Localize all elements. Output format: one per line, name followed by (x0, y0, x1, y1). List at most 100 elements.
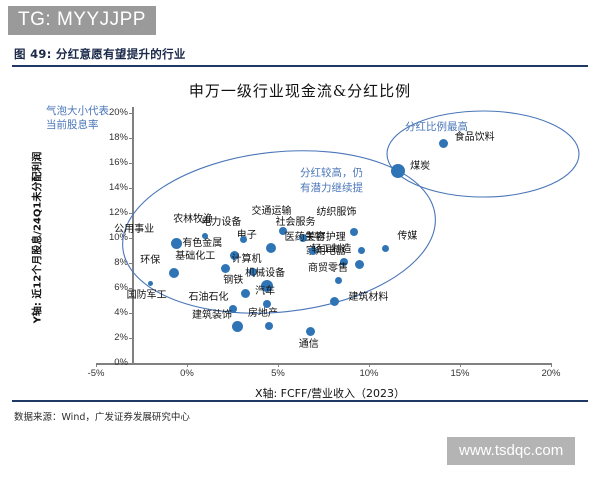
point-label: 环保 (140, 255, 161, 266)
scatter-bubble (228, 305, 237, 314)
x-axis-label: X轴: FCFF/营业收入（2023） (254, 387, 406, 400)
y-tick-mark (129, 263, 133, 264)
point-label: 农林牧渔 (173, 213, 214, 225)
point-label: 纺织服饰 (316, 206, 357, 218)
point-label: 传媒 (397, 231, 418, 242)
point-label: 煤炭 (410, 160, 431, 172)
point-label: 建筑装饰 (191, 309, 232, 321)
source-note: 数据来源：Wind，广发证券发展研究中心 (14, 412, 190, 423)
scatter-bubble (306, 327, 316, 337)
y-tick-label: 16% (108, 157, 128, 168)
scatter-bubble (350, 227, 359, 236)
scatter-bubble (264, 321, 273, 330)
y-axis-line (132, 107, 134, 364)
point-label: 电子 (236, 230, 257, 241)
bubble-size-note: 气泡大小代表 当前股息率 (46, 105, 109, 131)
scatter-bubble (329, 297, 339, 307)
x-tick-label: 20% (541, 368, 561, 379)
y-tick-label: 18% (108, 132, 128, 143)
room-to-grow-note: 分红较高，仍 有潜力继续提 (300, 167, 363, 194)
scatter-bubble (239, 235, 247, 243)
point-label: 有色金属 (182, 237, 223, 249)
point-label: 通信 (298, 338, 319, 350)
scatter-bubble (391, 163, 406, 178)
point-label: 钢铁 (223, 275, 244, 286)
x-tick-label: 10% (359, 368, 379, 379)
y-tick-label: 0% (114, 357, 128, 368)
caption-divider (12, 65, 588, 67)
point-label: 汽车 (255, 286, 276, 298)
point-label: 食品饮料 (454, 132, 495, 143)
point-label: 房地产 (247, 307, 278, 319)
x-tick-mark (369, 363, 370, 367)
x-tick-mark (187, 363, 188, 367)
x-tick-label: -5% (87, 368, 105, 379)
y-tick-mark (129, 238, 133, 239)
scatter-bubble (334, 277, 342, 284)
x-tick-label: 5% (271, 368, 285, 379)
y-tick-label: 4% (114, 307, 128, 318)
point-label: 建筑材料 (348, 291, 389, 303)
scatter-bubble (148, 280, 154, 286)
point-label: 家用电器 (305, 246, 346, 258)
scatter-bubble (263, 300, 272, 309)
x-tick-mark (551, 363, 552, 367)
point-label: 机械设备 (245, 267, 286, 279)
point-label: 美容护理 (305, 231, 346, 243)
y-tick-mark (129, 363, 133, 364)
scatter-bubble (439, 138, 449, 148)
y-tick-label: 2% (114, 332, 128, 343)
y-tick-mark (129, 188, 133, 189)
point-label: 医药生物 (284, 231, 325, 243)
figure-caption: 图 49: 分红意愿有望提升的行业 (14, 47, 186, 61)
y-tick-mark (129, 288, 133, 289)
scatter-bubble (355, 259, 365, 269)
y-tick-label: 8% (114, 257, 128, 268)
scatter-bubble (229, 251, 239, 260)
point-label: 基础化工 (175, 251, 216, 262)
y-tick-label: 10% (108, 232, 128, 243)
y-tick-mark (129, 338, 133, 339)
y-tick-mark (129, 163, 133, 164)
x-axis-line (96, 363, 551, 365)
x-tick-label: 0% (180, 368, 194, 379)
highest-payout-note: 分红比例最高 (405, 121, 468, 133)
scatter-bubble (279, 226, 288, 235)
scatter-bubble (381, 244, 389, 252)
scatter-bubble (170, 237, 182, 249)
point-label: 石油石化 (188, 292, 229, 304)
y-tick-label: 14% (108, 182, 128, 193)
scatter-bubble (240, 288, 250, 298)
y-tick-mark (129, 113, 133, 114)
point-label: 计算机 (231, 253, 262, 265)
point-label: 社会服务 (275, 217, 316, 228)
scatter-bubble (299, 234, 308, 242)
y-tick-mark (129, 138, 133, 139)
point-label: 轻工制造 (311, 243, 352, 255)
scatter-bubble (232, 321, 244, 333)
y-tick-label: 12% (108, 207, 128, 218)
footer-divider (12, 400, 588, 402)
scatter-bubble (248, 267, 257, 276)
scatter-bubble (265, 243, 276, 253)
point-label: 商贸零售 (308, 262, 349, 274)
watermark-top: TG: MYYJJPP (8, 6, 156, 35)
scatter-bubble (339, 257, 348, 266)
y-tick-mark (129, 213, 133, 214)
y-tick-label: 6% (114, 282, 128, 293)
y-axis-label: Y轴: 近12个月股息/24Q1未分配利润 (32, 151, 44, 324)
scatter-bubble (169, 268, 180, 278)
scatter-bubble (261, 279, 274, 292)
scatter-bubble (308, 246, 317, 255)
scatter-bubble (220, 263, 230, 273)
scatter-bubble (358, 247, 366, 254)
x-tick-mark (278, 363, 279, 367)
y-tick-label: 20% (108, 107, 128, 118)
scatter-bubble (202, 232, 209, 239)
watermark-bottom: www.tsdqc.com (447, 437, 576, 465)
point-label: 公用事业 (114, 224, 155, 235)
x-tick-mark (96, 363, 97, 367)
point-label: 电力设备 (201, 217, 242, 229)
x-tick-label: 15% (450, 368, 470, 379)
